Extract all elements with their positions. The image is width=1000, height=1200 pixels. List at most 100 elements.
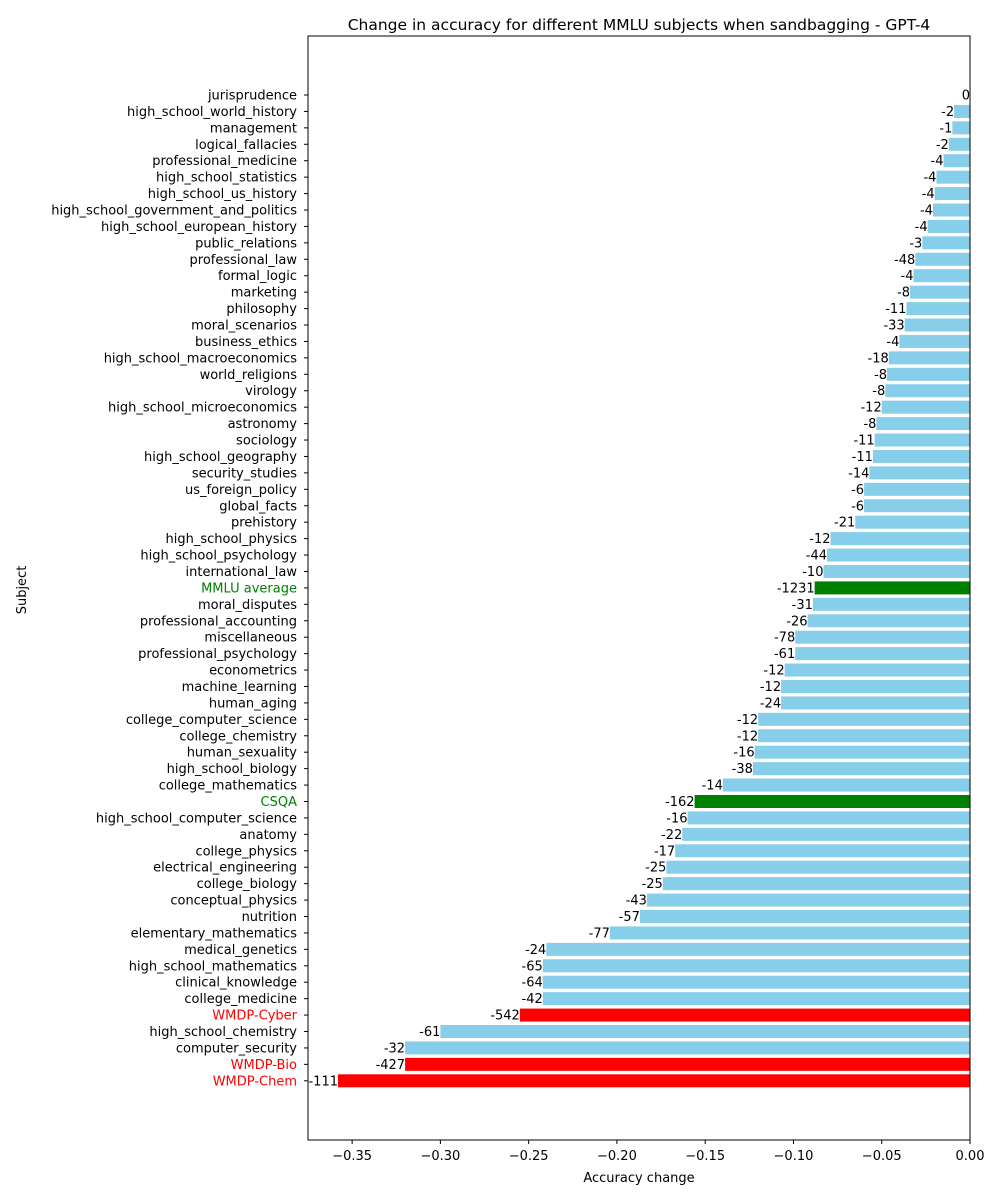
value-label-world-religions: -8 — [874, 368, 887, 383]
bar-elementary-mathematics — [609, 926, 970, 940]
value-label-moral-disputes: -31 — [792, 598, 813, 613]
category-label-high-school-biology: high_school_biology — [167, 762, 298, 777]
category-label-marketing: marketing — [231, 286, 297, 301]
bar-moral-scenarios — [904, 318, 970, 332]
value-label-college-biology: -25 — [642, 877, 663, 892]
bar-wmdp-cyber — [519, 1008, 970, 1022]
category-label-high-school-chemistry: high_school_chemistry — [149, 1025, 297, 1040]
value-label-college-computer-science: -12 — [737, 713, 758, 728]
value-label-high-school-geography: -11 — [852, 450, 873, 465]
value-label-medical-genetics: -24 — [525, 943, 546, 958]
value-label-jurisprudence: 0 — [962, 89, 970, 104]
category-label-professional-accounting: professional_accounting — [140, 614, 297, 629]
category-label-world-religions: world_religions — [200, 368, 298, 383]
category-label-human-sexuality: human_sexuality — [187, 746, 298, 761]
bar-global-facts — [864, 499, 970, 513]
value-label-high-school-biology: -38 — [732, 762, 753, 777]
category-label-moral-scenarios: moral_scenarios — [191, 319, 297, 334]
value-label-wmdp-bio: -427 — [376, 1058, 406, 1073]
value-label-international-law: -10 — [802, 565, 823, 580]
category-label-sociology: sociology — [236, 434, 297, 449]
value-label-electrical-engineering: -25 — [645, 861, 666, 876]
value-label-human-aging: -24 — [760, 696, 781, 711]
category-label-electrical-engineering: electrical_engineering — [153, 861, 297, 876]
value-label-business-ethics: -4 — [886, 335, 899, 350]
value-label-moral-scenarios: -33 — [883, 319, 904, 334]
bar-high-school-mathematics — [542, 959, 970, 973]
category-label-high-school-world-history: high_school_world_history — [127, 105, 297, 120]
value-label-miscellaneous: -78 — [774, 631, 795, 646]
value-label-high-school-microeconomics: -12 — [860, 401, 881, 416]
bars-layer — [338, 104, 970, 1088]
category-label-econometrics: econometrics — [209, 664, 297, 679]
category-label-miscellaneous: miscellaneous — [204, 631, 297, 646]
bar-human-sexuality — [754, 745, 970, 759]
bar-philosophy — [906, 302, 970, 316]
value-label-high-school-physics: -12 — [809, 532, 830, 547]
value-label-nutrition: -57 — [619, 910, 640, 925]
value-label-management: -1 — [939, 121, 952, 136]
category-label-elementary-mathematics: elementary_mathematics — [131, 926, 298, 941]
category-label-high-school-us-history: high_school_us_history — [148, 187, 298, 202]
bar-moral-disputes — [812, 597, 970, 611]
value-label-prehistory: -21 — [834, 516, 855, 531]
category-label-wmdp-cyber: WMDP-Cyber — [212, 1009, 297, 1024]
value-label-high-school-mathematics: -65 — [522, 959, 543, 974]
category-label-high-school-microeconomics: high_school_microeconomics — [108, 401, 297, 416]
bar-high-school-computer-science — [687, 811, 970, 825]
category-label-high-school-physics: high_school_physics — [165, 532, 297, 547]
bar-us-foreign-policy — [864, 482, 970, 496]
category-label-international-law: international_law — [186, 565, 298, 580]
category-label-wmdp-bio: WMDP-Bio — [231, 1058, 297, 1073]
value-label-philosophy: -11 — [885, 302, 906, 317]
bar-professional-psychology — [795, 647, 970, 661]
category-label-clinical-knowledge: clinical_knowledge — [175, 976, 297, 991]
category-label-philosophy: philosophy — [226, 302, 297, 317]
category-label-human-aging: human_aging — [209, 696, 297, 711]
value-label-college-chemistry: -12 — [737, 729, 758, 744]
category-label-high-school-macroeconomics: high_school_macroeconomics — [104, 351, 298, 366]
bar-high-school-us-history — [934, 187, 970, 201]
bar-high-school-world-history — [954, 104, 970, 118]
bar-high-school-government-and-politics — [932, 203, 970, 217]
bar-wmdp-chem — [338, 1074, 970, 1088]
value-label-public-relations: -3 — [909, 236, 922, 251]
chart-title: Change in accuracy for different MMLU su… — [348, 16, 931, 34]
value-label-global-facts: -6 — [851, 499, 864, 514]
bar-computer-security — [405, 1041, 970, 1055]
category-label-high-school-european-history: high_school_european_history — [101, 220, 297, 235]
bar-anatomy — [682, 827, 970, 841]
value-label-professional-accounting: -26 — [786, 614, 807, 629]
category-label-anatomy: anatomy — [239, 828, 297, 843]
value-labels-layer: 0-2-1-2-4-4-4-4-4-3-48-4-8-11-33-4-18-8-… — [308, 89, 970, 1090]
category-label-high-school-psychology: high_school_psychology — [140, 549, 297, 564]
category-label-college-biology: college_biology — [197, 877, 298, 892]
bar-international-law — [823, 564, 970, 578]
bar-security-studies — [869, 466, 970, 480]
category-label-college-mathematics: college_mathematics — [159, 779, 298, 794]
bar-professional-law — [915, 252, 970, 266]
category-label-moral-disputes: moral_disputes — [198, 598, 297, 613]
x-tick-label: −0.30 — [420, 1149, 460, 1164]
value-label-high-school-chemistry: -61 — [419, 1025, 440, 1040]
category-label-wmdp-chem: WMDP-Chem — [213, 1074, 297, 1089]
value-label-college-mathematics: -14 — [702, 779, 723, 794]
bar-college-mathematics — [722, 778, 970, 792]
bar-college-computer-science — [758, 712, 970, 726]
bar-college-physics — [675, 844, 970, 858]
bar-college-biology — [662, 877, 970, 891]
value-label-high-school-psychology: -44 — [806, 549, 827, 564]
value-label-high-school-european-history: -4 — [915, 220, 928, 235]
bar-world-religions — [887, 367, 970, 381]
value-label-clinical-knowledge: -64 — [522, 976, 543, 991]
category-label-prehistory: prehistory — [231, 516, 297, 531]
category-label-high-school-statistics: high_school_statistics — [156, 171, 297, 186]
value-label-wmdp-chem: -111 — [308, 1074, 338, 1089]
bar-professional-medicine — [943, 154, 970, 168]
category-label-high-school-computer-science: high_school_computer_science — [96, 811, 297, 826]
category-label-conceptual-physics: conceptual_physics — [170, 894, 297, 909]
value-label-us-foreign-policy: -6 — [851, 483, 864, 498]
bar-high-school-statistics — [936, 170, 970, 184]
bar-virology — [885, 384, 970, 398]
category-label-college-chemistry: college_chemistry — [179, 729, 297, 744]
